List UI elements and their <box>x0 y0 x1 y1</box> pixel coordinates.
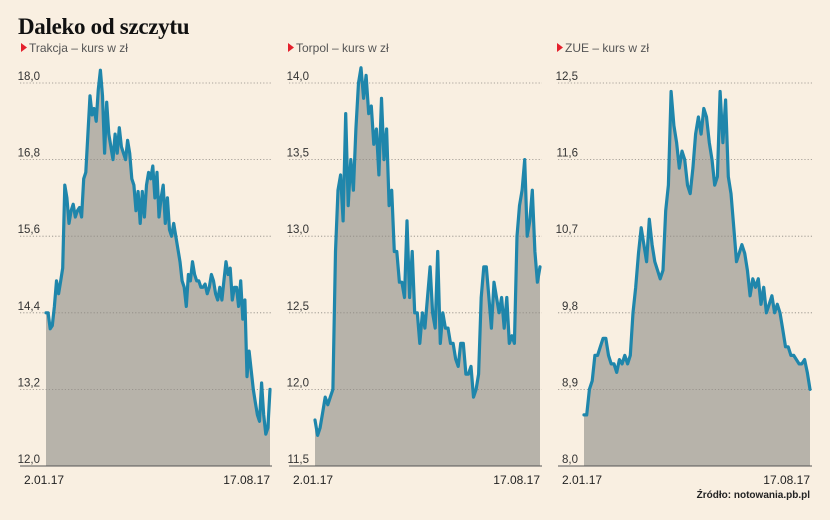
chart-title: Daleko od szczytu <box>18 14 190 39</box>
subtitle-marker-icon <box>21 43 27 52</box>
x-end-label: 17.08.17 <box>223 473 270 487</box>
y-tick-label: 13,2 <box>18 377 40 389</box>
y-tick-label: 14,4 <box>18 301 41 313</box>
y-tick-label: 16,8 <box>18 148 40 160</box>
subtitle-marker-icon <box>288 43 294 52</box>
y-tick-label: 11,6 <box>556 148 578 160</box>
y-tick-label: 18,0 <box>18 71 40 83</box>
y-tick-label: 14,0 <box>287 71 309 83</box>
y-tick-label: 12,5 <box>287 301 309 313</box>
series-area <box>46 70 270 466</box>
x-start-label: 2.01.17 <box>24 473 64 487</box>
source-note: Źródło: notowania.pb.pl <box>696 490 810 501</box>
y-tick-label: 8,9 <box>562 377 578 389</box>
y-tick-label: 15,6 <box>18 224 40 236</box>
y-tick-label: 13,0 <box>287 224 309 236</box>
panel-subtitle: ZUE – kurs w zł <box>565 41 649 55</box>
panel-subtitle: Torpol – kurs w zł <box>296 41 389 55</box>
x-end-label: 17.08.17 <box>493 473 540 487</box>
y-tick-label: 12,5 <box>556 71 578 83</box>
y-tick-label: 8,0 <box>562 454 578 466</box>
x-start-label: 2.01.17 <box>562 473 602 487</box>
panel-subtitle: Trakcja – kurs w zł <box>29 41 128 55</box>
y-tick-label: 12,0 <box>18 454 40 466</box>
y-tick-label: 13,5 <box>287 148 309 160</box>
series-area <box>584 91 810 466</box>
y-tick-label: 11,5 <box>287 454 309 466</box>
series-area <box>315 67 540 466</box>
x-start-label: 2.01.17 <box>293 473 333 487</box>
series-line <box>44 68 272 436</box>
x-end-label: 17.08.17 <box>763 473 810 487</box>
series-line <box>313 66 542 437</box>
y-tick-label: 12,0 <box>287 377 309 389</box>
subtitle-marker-icon <box>557 43 563 52</box>
series-line <box>582 89 812 417</box>
y-tick-label: 10,7 <box>556 224 578 236</box>
y-tick-label: 9,8 <box>562 301 578 313</box>
